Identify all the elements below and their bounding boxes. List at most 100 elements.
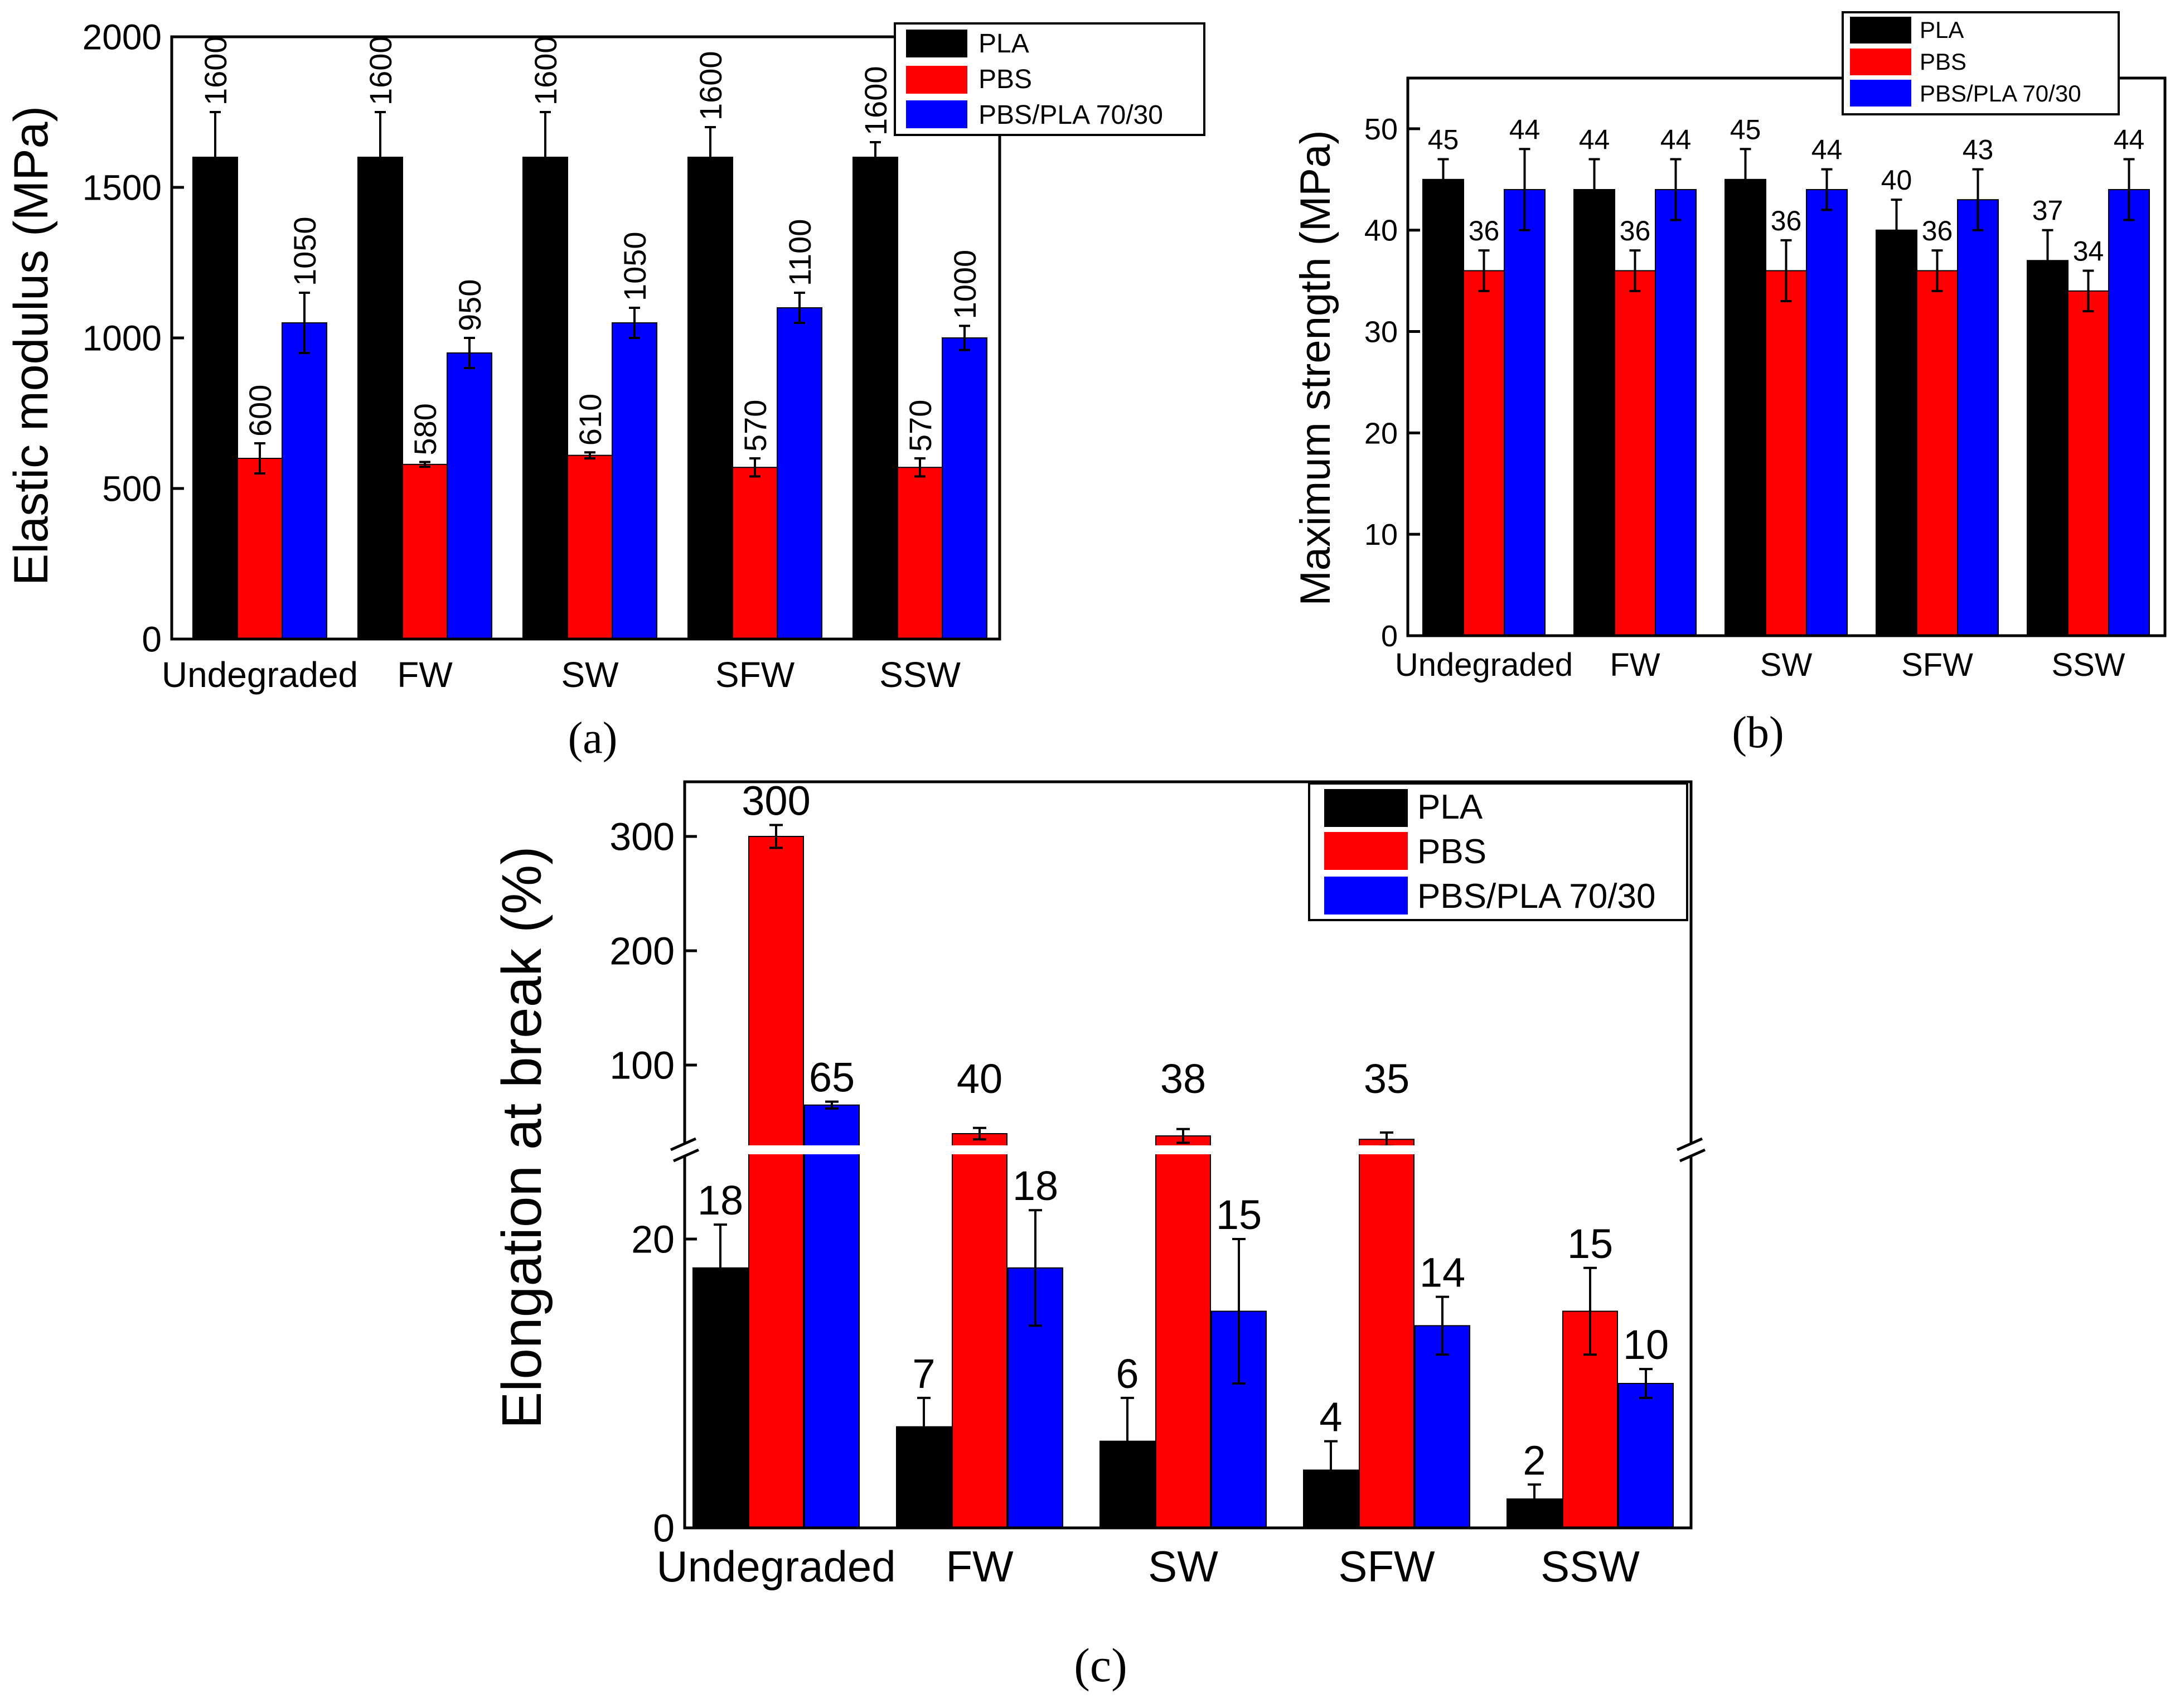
error-bar-b-pla-ssw xyxy=(2042,229,2053,292)
error-bar-b-pbs-fw xyxy=(1629,249,1641,292)
value-label-a-pbs-sfw: 570 xyxy=(738,400,773,452)
panel-a-value-labels: 1600 1600 1600 1600 1600 600 580 610 570 570 1050 9… xyxy=(198,36,982,455)
x-category-c-undegraded: Undegraded xyxy=(656,1542,895,1591)
bar-c-pbs-sfw xyxy=(1359,1139,1415,1528)
error-bar-c-pla-sfw xyxy=(1324,1440,1338,1501)
error-bar-b-pla-sw xyxy=(1740,148,1751,211)
panel-c-axis-break-mark-left xyxy=(670,1137,700,1163)
legend-a-swatch-pbs xyxy=(906,66,967,94)
error-bar-a-blend-fw xyxy=(464,337,475,369)
error-bar-a-pla-undegraded xyxy=(210,111,221,204)
bar-a-pbs-ssw xyxy=(897,467,943,640)
error-bar-c-blend-undegraded xyxy=(825,1100,839,1110)
error-bar-c-blend-fw xyxy=(1029,1209,1042,1327)
bar-a-pla-sw xyxy=(522,157,568,640)
error-bar-c-blend-sfw xyxy=(1436,1295,1449,1356)
y-tick-label-b-10: 10 xyxy=(1364,518,1398,551)
error-bar-b-pbs-ssw xyxy=(2082,269,2094,313)
value-label-a-blend-sfw: 1100 xyxy=(782,219,817,286)
legend-b-swatch-blend xyxy=(1850,80,1911,107)
legend-b-swatch-pbs xyxy=(1850,49,1911,75)
value-label-c-pla-undegraded: 18 xyxy=(697,1177,743,1223)
legend-a-label-blend: PBS/PLA 70/30 xyxy=(978,100,1163,130)
error-bar-a-blend-sfw xyxy=(794,292,805,324)
error-bar-a-pla-sw xyxy=(540,111,551,204)
value-label-b-blend-undegraded: 44 xyxy=(1509,114,1541,145)
bar-b-blend-fw xyxy=(1655,189,1697,636)
bar-a-blend-ssw xyxy=(942,337,987,640)
y-tick-label-b-30: 30 xyxy=(1364,315,1398,349)
x-category-a-ssw: SSW xyxy=(879,655,961,695)
panel-b-legend: PLA PBS PBS/PLA 70/30 xyxy=(1842,11,2120,115)
value-label-c-pla-fw: 7 xyxy=(912,1351,935,1397)
bar-b-pla-sfw xyxy=(1876,229,1917,636)
y-tick-label-c-20: 20 xyxy=(631,1218,675,1261)
value-label-a-pbs-ssw: 570 xyxy=(903,400,938,452)
error-bar-c-pbs-sw xyxy=(1176,1128,1190,1144)
value-label-c-blend-sfw: 14 xyxy=(1420,1250,1465,1296)
error-bar-a-blend-ssw xyxy=(959,325,970,351)
error-bar-b-blend-fw xyxy=(1670,158,1682,221)
error-bar-b-pbs-undegraded xyxy=(1478,249,1490,292)
legend-a-label-pla: PLA xyxy=(978,29,1029,59)
value-label-c-pla-sw: 6 xyxy=(1116,1351,1139,1397)
error-bar-c-pla-fw xyxy=(917,1396,931,1457)
legend-c-label-blend: PBS/PLA 70/30 xyxy=(1417,877,1655,916)
x-category-c-sfw: SFW xyxy=(1338,1542,1435,1591)
value-label-a-blend-fw: 950 xyxy=(452,279,487,331)
bar-b-blend-sfw xyxy=(1957,199,1999,636)
bar-a-blend-sw xyxy=(612,322,657,640)
panel-c-y-axis-title: Elongation at break (%) xyxy=(491,846,553,1429)
value-label-a-pla-ssw: 1600 xyxy=(858,66,893,136)
error-bar-a-pla-fw xyxy=(375,111,386,204)
value-label-b-blend-sw: 44 xyxy=(1811,134,1843,166)
bar-c-pbs-undegraded xyxy=(748,836,804,1528)
panel-a-error-bars xyxy=(210,111,970,478)
value-label-b-blend-fw: 44 xyxy=(1660,124,1692,155)
value-label-c-blend-fw: 18 xyxy=(1013,1163,1058,1209)
error-bar-b-blend-sfw xyxy=(1972,168,1984,231)
legend-c-swatch-blend xyxy=(1324,877,1408,915)
bar-a-pla-fw xyxy=(357,157,403,640)
legend-a-swatch-blend xyxy=(906,100,967,128)
x-category-a-undegraded: Undegraded xyxy=(162,655,358,695)
value-label-a-pbs-sw: 610 xyxy=(573,394,608,446)
legend-c-label-pbs: PBS xyxy=(1417,833,1486,871)
bar-b-blend-undegraded xyxy=(1504,189,1546,636)
bar-b-pla-undegraded xyxy=(1422,178,1464,636)
bar-a-pla-sfw xyxy=(687,157,733,640)
error-bar-c-pbs-fw xyxy=(973,1126,986,1141)
bar-a-pbs-sfw xyxy=(732,467,778,640)
value-label-a-blend-sw: 1050 xyxy=(617,231,652,301)
panel-b-value-labels: 45 44 45 40 37 36 36 36 36 34 44 44 44 43 44 xyxy=(1428,114,2145,267)
legend-a-label-pbs: PBS xyxy=(978,65,1032,94)
x-category-c-fw: FW xyxy=(946,1542,1014,1591)
y-tick-label-a-1000: 1000 xyxy=(83,318,162,358)
panel-a-y-axis-title: Elastic modulus (MPa) xyxy=(4,106,58,586)
bar-c-blend-undegraded xyxy=(804,1104,860,1528)
value-label-b-pla-fw: 44 xyxy=(1579,124,1610,155)
bar-c-pbs-fw xyxy=(952,1133,1007,1528)
bar-a-pbs-undegraded xyxy=(237,458,283,640)
panel-c: 0 20 100 200 300 Undegraded FW SW SFW SSW 18 7 6 4 2… xyxy=(491,778,1717,1692)
error-bar-a-pla-sfw xyxy=(705,126,716,188)
bar-a-blend-fw xyxy=(447,352,492,640)
y-tick-label-c-300: 300 xyxy=(609,815,675,859)
bar-b-pbs-undegraded xyxy=(1463,270,1505,637)
error-bar-c-pbs-undegraded xyxy=(769,824,783,849)
legend-b-label-pla: PLA xyxy=(1920,17,1964,43)
panel-a: 0 500 1000 1500 2000 Undegraded FW SW SFW SSW 16… xyxy=(4,17,1205,763)
legend-b-swatch-pla xyxy=(1850,17,1911,43)
error-bar-b-pbs-sw xyxy=(1780,239,1792,302)
value-label-b-blend-ssw: 44 xyxy=(2114,124,2145,155)
panel-a-legend: PLA PBS PBS/PLA 70/30 xyxy=(894,22,1205,136)
value-label-a-pla-fw: 1600 xyxy=(363,36,398,105)
value-label-c-blend-undegraded: 65 xyxy=(809,1054,855,1101)
value-label-a-pbs-fw: 580 xyxy=(408,403,443,455)
y-tick-label-b-40: 40 xyxy=(1364,214,1398,248)
y-tick-label-c-0: 0 xyxy=(653,1507,675,1550)
error-bar-b-pbs-sfw xyxy=(1931,249,1943,292)
error-bar-c-blend-sw xyxy=(1232,1238,1246,1385)
error-bar-c-blend-ssw xyxy=(1639,1368,1653,1399)
